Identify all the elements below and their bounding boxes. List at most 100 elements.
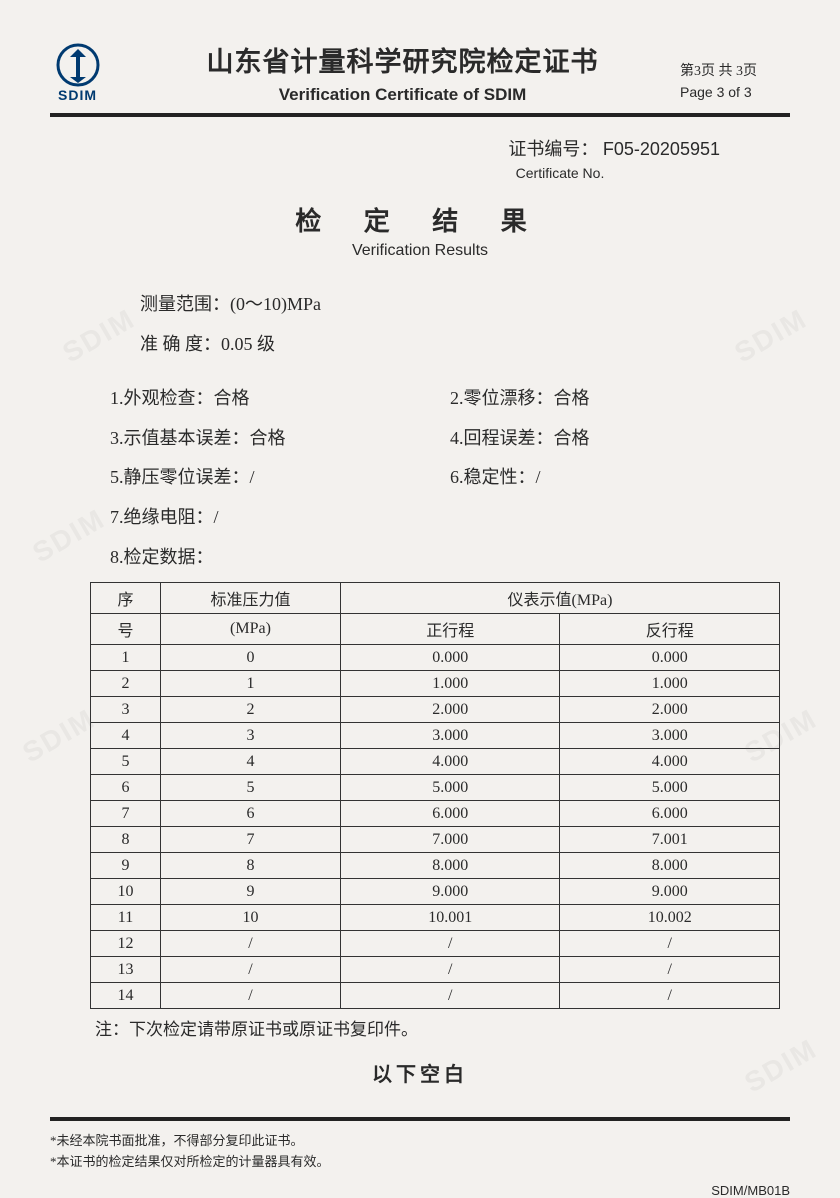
cell: 4	[161, 749, 341, 775]
cell: 8.000	[341, 853, 560, 879]
cell: /	[161, 983, 341, 1009]
title-cn: 山东省计量科学研究院检定证书	[125, 40, 680, 79]
th-disp: 仪表示值(MPa)	[341, 583, 780, 614]
cell: 10	[161, 905, 341, 931]
cell: 3.000	[341, 723, 560, 749]
results-title-cn: 检 定 结 果	[50, 201, 790, 238]
cell: 1	[91, 645, 161, 671]
measure-range: 测量范围：(0～10)MPa	[140, 285, 790, 325]
table-row: 433.0003.000	[91, 723, 780, 749]
check-5: 5.静压零位误差：/	[110, 458, 450, 498]
cell: 1.000	[560, 671, 780, 697]
results-title-en: Verification Results	[50, 242, 790, 260]
cell: 0.000	[560, 645, 780, 671]
th-std: 标准压力值	[161, 583, 341, 614]
cell: 1.000	[341, 671, 560, 697]
cell: 9.000	[341, 879, 560, 905]
cell: 9	[161, 879, 341, 905]
page-cn: 第3页 共 3页	[680, 61, 790, 82]
cell: /	[560, 957, 780, 983]
cert-value: F05-20205951	[603, 139, 720, 159]
cert-label-en: Certificate No.	[50, 165, 790, 181]
data-table: 序 标准压力值 仪表示值(MPa) 号 (MPa) 正行程 反行程 100.00…	[90, 582, 780, 1009]
cell: /	[560, 931, 780, 957]
table-row: 13///	[91, 957, 780, 983]
table-row: 1099.0009.000	[91, 879, 780, 905]
cell: 10	[91, 879, 161, 905]
cell: 8	[91, 827, 161, 853]
cell: 14	[91, 983, 161, 1009]
check-8: 8.检定数据：	[110, 538, 470, 578]
top-rule	[50, 113, 790, 117]
cell: 0.000	[341, 645, 560, 671]
cell: 7.000	[341, 827, 560, 853]
cell: 11	[91, 905, 161, 931]
accuracy: 准 确 度：0.05 级	[140, 325, 790, 365]
cell: 2.000	[560, 697, 780, 723]
cell: 6	[91, 775, 161, 801]
table-row: 100.0000.000	[91, 645, 780, 671]
cell: /	[161, 931, 341, 957]
check-1: 1.外观检查：合格	[110, 379, 450, 419]
title-en: Verification Certificate of SDIM	[125, 85, 680, 105]
blank-below: 以下空白	[50, 1058, 790, 1087]
table-row: 988.0008.000	[91, 853, 780, 879]
cert-number: 证书编号： F05-20205951	[50, 135, 790, 161]
th-rev: 反行程	[560, 614, 780, 645]
check-7: 7.绝缘电阻：/	[110, 498, 470, 538]
cell: 3.000	[560, 723, 780, 749]
cell: 5.000	[560, 775, 780, 801]
cell: 2	[91, 671, 161, 697]
cell: 4	[91, 723, 161, 749]
table-row: 877.0007.001	[91, 827, 780, 853]
footer-l2: *本证书的检定结果仅对所检定的计量器具有效。	[50, 1152, 790, 1173]
cell: 2	[161, 697, 341, 723]
footer-l1: *未经本院书面批准，不得部分复印此证书。	[50, 1131, 790, 1152]
cell: 0	[161, 645, 341, 671]
cell: 4.000	[341, 749, 560, 775]
table-row: 322.0002.000	[91, 697, 780, 723]
th-seq: 序	[91, 583, 161, 614]
table-row: 655.0005.000	[91, 775, 780, 801]
cell: 3	[91, 697, 161, 723]
cell: /	[161, 957, 341, 983]
table-row: 766.0006.000	[91, 801, 780, 827]
cell: /	[560, 983, 780, 1009]
note: 注：下次检定请带原证书或原证书复印件。	[50, 1015, 790, 1040]
cell: 7.001	[560, 827, 780, 853]
cell: 4.000	[560, 749, 780, 775]
cell: 2.000	[341, 697, 560, 723]
form-id: SDIM/MB01B	[50, 1183, 790, 1198]
cell: /	[341, 957, 560, 983]
cell: 6.000	[341, 801, 560, 827]
specs: 测量范围：(0～10)MPa 准 确 度：0.05 级	[50, 285, 790, 364]
check-items: 1.外观检查：合格 2.零位漂移：合格 3.示值基本误差：合格 4.回程误差：合…	[50, 379, 790, 577]
table-row: 14///	[91, 983, 780, 1009]
check-6: 6.稳定性：/	[450, 458, 790, 498]
cell: 9	[91, 853, 161, 879]
th-fwd: 正行程	[341, 614, 560, 645]
cell: 1	[161, 671, 341, 697]
bottom-rule	[50, 1117, 790, 1121]
table-row: 111010.00110.002	[91, 905, 780, 931]
page-info: 第3页 共 3页 Page 3 of 3	[680, 43, 790, 103]
logo-text: SDIM	[50, 87, 105, 103]
cell: 6	[161, 801, 341, 827]
check-4: 4.回程误差：合格	[450, 419, 790, 459]
table-row: 544.0004.000	[91, 749, 780, 775]
th-seq2: 号	[91, 614, 161, 645]
th-std2: (MPa)	[161, 614, 341, 645]
sdim-logo: SDIM	[50, 43, 105, 103]
check-3: 3.示值基本误差：合格	[110, 419, 450, 459]
logo-icon	[56, 43, 100, 87]
cell: 7	[161, 827, 341, 853]
cell: 8	[161, 853, 341, 879]
cell: 9.000	[560, 879, 780, 905]
cell: 10.002	[560, 905, 780, 931]
cell: 7	[91, 801, 161, 827]
table-row: 211.0001.000	[91, 671, 780, 697]
cell: 10.001	[341, 905, 560, 931]
cell: 3	[161, 723, 341, 749]
cell: 5	[161, 775, 341, 801]
header: SDIM 山东省计量科学研究院检定证书 Verification Certifi…	[50, 40, 790, 105]
